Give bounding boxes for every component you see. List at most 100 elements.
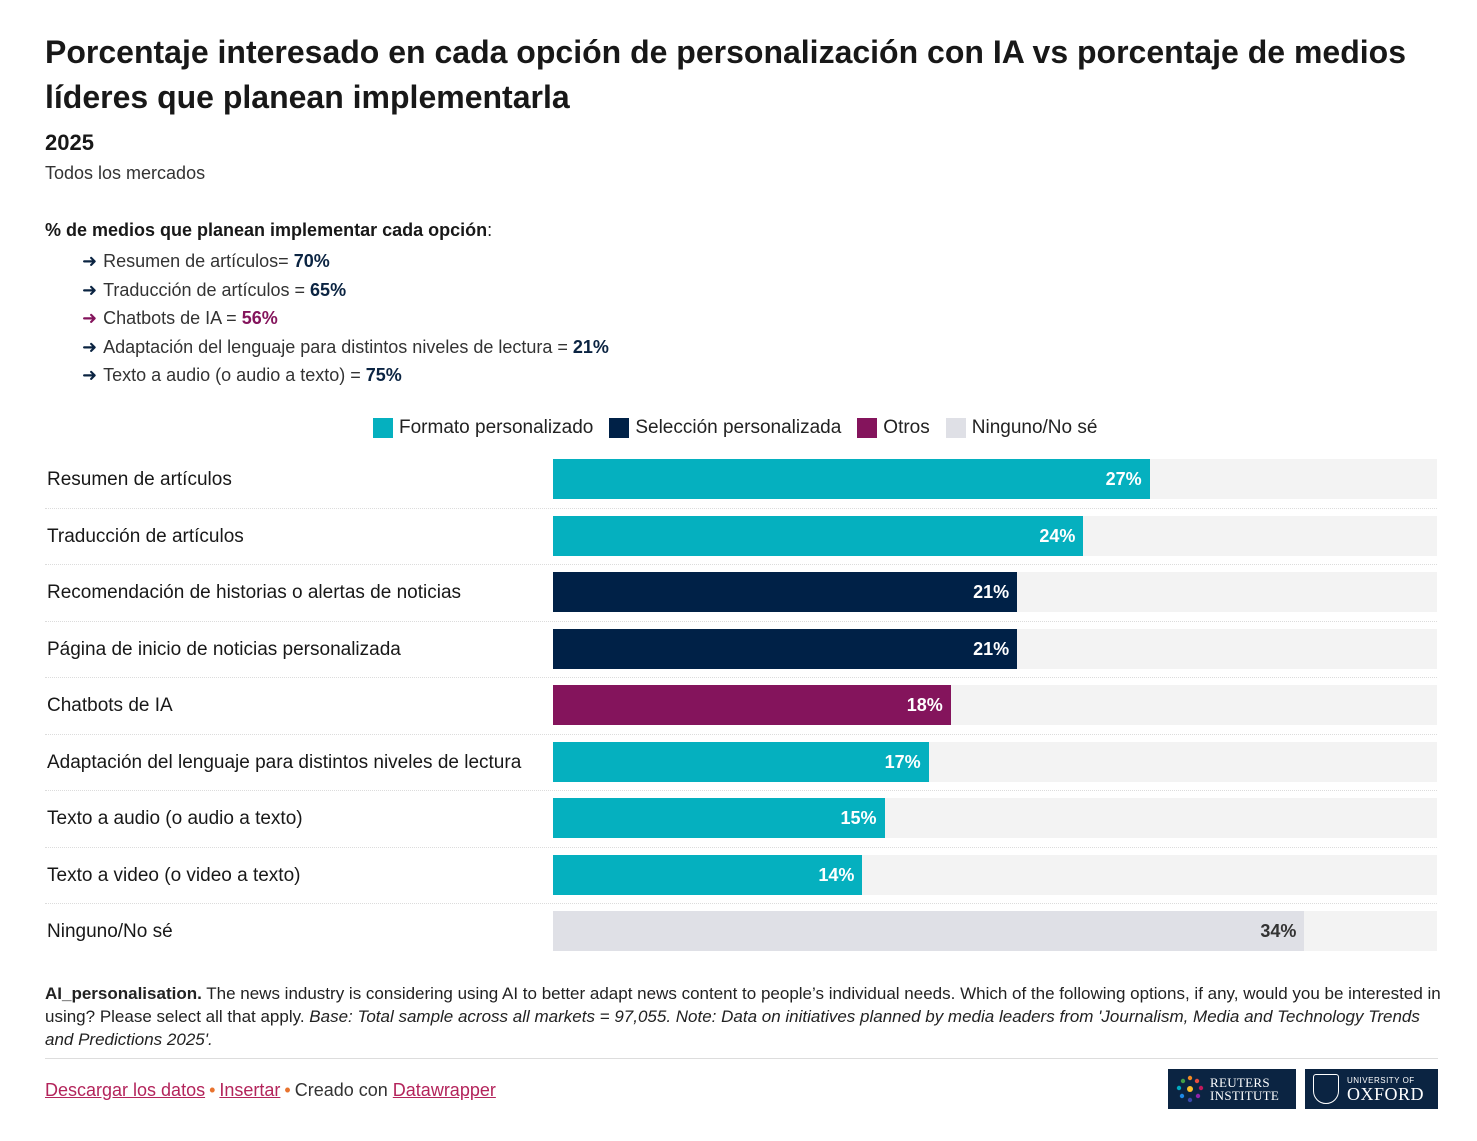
plan-item-label: Adaptación del lenguaje para distintos n… [103, 336, 573, 357]
bar-value-label: 27% [1105, 469, 1142, 489]
plan-heading: % de medios que planean implementar cada… [45, 220, 492, 241]
chart-notes: AI_personalisation. The news industry is… [45, 982, 1445, 1051]
bar-value-label: 15% [840, 808, 877, 828]
bar-row: Texto a audio (o audio a texto) 15% [45, 791, 1437, 848]
notes-base: Base: Total sample across all markets = … [45, 1007, 1420, 1049]
bar [553, 741, 929, 782]
bar-track: 21% [553, 628, 1437, 669]
bar-track: 24% [553, 515, 1437, 556]
plan-item-label: Traducción de artículos = [103, 279, 311, 300]
plan-item-value: 65% [310, 279, 347, 300]
reuters-logo-line1: REUTERS [1210, 1075, 1270, 1090]
bar [553, 685, 951, 725]
bar-value-label: 17% [884, 751, 921, 772]
footer: Descargar los datos • Insertar • Creado con … [45, 1080, 496, 1101]
plan-item: ➜ Resumen de artículos= 70% [82, 247, 609, 276]
arrow-right-icon: ➜ [82, 251, 98, 271]
legend-swatch [609, 418, 630, 438]
legend-item: Ninguno/No sé [945, 417, 1098, 439]
legend-swatch [857, 418, 878, 438]
plan-item-value: 21% [572, 336, 609, 357]
arrow-right-icon: ➜ [82, 336, 98, 357]
oxford-logo[interactable]: UNIVERSITY OF OXFORD [1305, 1069, 1438, 1109]
category-label: Adaptación del lenguaje para distintos n… [47, 751, 522, 773]
legend-label: Selección personalizada [635, 417, 842, 438]
created-with-text: Creado con [294, 1080, 393, 1100]
plan-item: ➜ Texto a audio (o audio a texto) = 75% [82, 361, 609, 390]
reuters-institute-logo[interactable]: REUTERS INSTITUTE [1168, 1069, 1296, 1109]
plan-item: ➜ Chatbots de IA = 56% [82, 304, 609, 333]
bar [553, 854, 863, 895]
chart-legend: Formato personalizado Selección personali… [373, 417, 1113, 439]
legend-label: Ninguno/No sé [971, 417, 1098, 438]
reuters-logo-line2: INSTITUTE [1210, 1088, 1280, 1103]
reuters-dots-icon [1176, 1075, 1204, 1103]
bar-row: Texto a video (o video a texto) 14% [45, 848, 1437, 904]
plan-item: ➜ Traducción de artículos = 65% [82, 276, 609, 305]
chart-title: Porcentaje interesado en cada opción de … [45, 34, 1406, 115]
bar-track: 17% [553, 741, 1437, 782]
legend-swatch [945, 418, 966, 438]
bar-row: Resumen de artículos 27% [45, 452, 1437, 509]
bar-value-label: 18% [906, 695, 943, 715]
notes-question-id: AI_personalisation. [45, 984, 202, 1003]
bar-track: 14% [553, 854, 1437, 895]
embed-link[interactable]: Insertar [219, 1080, 281, 1100]
category-label: Página de inicio de noticias personaliza… [47, 638, 401, 660]
datawrapper-link[interactable]: Datawrapper [392, 1080, 496, 1100]
bar-track: 34% [553, 911, 1437, 951]
bar-row: Recomendación de historias o alertas de … [45, 565, 1437, 622]
oxford-crest-icon [1313, 1074, 1339, 1104]
bar-row: Traducción de artículos 24% [45, 509, 1437, 565]
category-label: Resumen de artículos [47, 469, 232, 490]
bar-row: Chatbots de IA 18% [45, 678, 1437, 735]
legend-swatch [373, 418, 393, 438]
bar-chart: Resumen de artículos 27% Traducción de art… [45, 452, 1437, 961]
plan-item-value: 56% [241, 308, 278, 328]
plan-heading-colon: : [487, 220, 493, 240]
bar-value-label: 14% [818, 864, 855, 885]
oxford-logo-small: UNIVERSITY OF [1347, 1075, 1415, 1085]
plan-item-value: 70% [293, 251, 330, 271]
bar [553, 628, 1018, 669]
plan-list: ➜ Resumen de artículos= 70% ➜ Traducción de… [82, 247, 609, 390]
bar-track: 15% [553, 798, 1437, 838]
category-label: Texto a video (o video a texto) [47, 864, 301, 886]
footer-separator-dot: • [209, 1080, 216, 1100]
chart-year: 2025 [45, 130, 94, 155]
bar-track: 27% [553, 459, 1437, 499]
plan-heading-text: % de medios que planean implementar cada… [45, 220, 488, 240]
category-label: Recomendación de historias o alertas de … [47, 582, 462, 603]
legend-item: Formato personalizado [373, 417, 593, 439]
arrow-right-icon: ➜ [82, 308, 98, 328]
bar-row: Página de inicio de noticias personaliza… [45, 622, 1437, 678]
category-label: Texto a audio (o audio a texto) [47, 808, 303, 829]
bar-value-label: 34% [1260, 921, 1297, 941]
arrow-right-icon: ➜ [82, 279, 98, 300]
plan-item-label: Chatbots de IA = [103, 308, 242, 328]
category-label: Traducción de artículos [47, 525, 244, 547]
legend-label: Formato personalizado [399, 417, 594, 438]
notes-question-text: The news industry is considering using A… [45, 984, 1441, 1026]
bar-value-label: 24% [1039, 525, 1076, 546]
bar-value-label: 21% [973, 638, 1010, 659]
chart-subtitle: Todos los mercados [45, 163, 206, 183]
plan-item-label: Resumen de artículos= [103, 251, 294, 271]
bar-row: Adaptación del lenguaje para distintos n… [45, 735, 1437, 791]
arrow-right-icon: ➜ [82, 365, 98, 385]
bar-row: Ninguno/No sé 34% [45, 904, 1437, 961]
footer-divider [45, 1058, 1438, 1059]
legend-item: Otros [857, 417, 930, 439]
category-label: Ninguno/No sé [47, 921, 173, 942]
plan-item-value: 75% [365, 365, 402, 385]
bar [553, 515, 1084, 556]
plan-item-label: Texto a audio (o audio a texto) = [103, 365, 366, 385]
bar [553, 911, 1305, 951]
download-data-link[interactable]: Descargar los datos [45, 1080, 206, 1100]
bar [553, 459, 1150, 499]
category-label: Chatbots de IA [47, 695, 173, 716]
bar [553, 572, 1018, 612]
plan-item: ➜ Adaptación del lenguaje para distintos … [82, 333, 609, 362]
bar [553, 798, 885, 838]
bar-track: 21% [553, 572, 1437, 612]
